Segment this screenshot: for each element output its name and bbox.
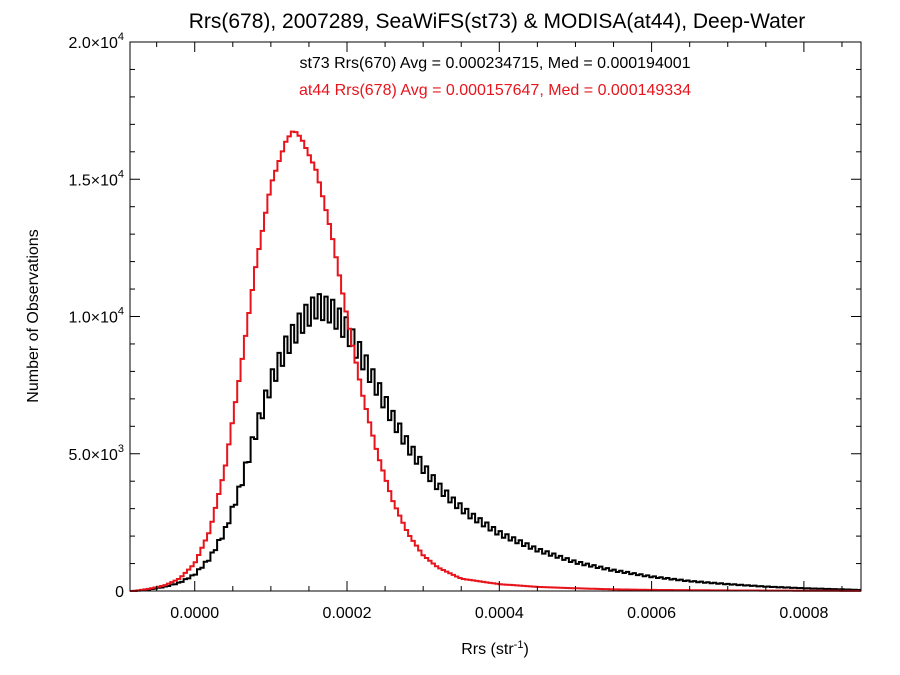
x-axis-label: Rrs (str-1) — [461, 639, 529, 658]
y-tick-label: 1.5×104 — [68, 168, 124, 189]
x-tick-label: 0.0006 — [627, 605, 676, 622]
y-tick-label: 2.0×104 — [68, 31, 124, 52]
annotation-at44: at44 Rrs(678) Avg = 0.000157647, Med = 0… — [299, 82, 691, 99]
plot-frame — [129, 41, 862, 592]
chart-title: Rrs(678), 2007289, SeaWiFS(st73) & MODIS… — [189, 10, 806, 33]
y-axis-label: Number of Observations — [25, 229, 42, 402]
y-tick-label: 0 — [115, 584, 124, 601]
series-line-0 — [130, 293, 862, 592]
x-tick-label: 0.0004 — [475, 605, 524, 622]
y-tick-label: 5.0×103 — [68, 443, 124, 464]
y-tick-label: 1.0×104 — [68, 306, 124, 327]
x-tick-label: 0.0000 — [170, 605, 219, 622]
series-layer — [130, 130, 862, 592]
ticks-layer: 0.0000 0.0002 0.0004 0.0006 0.0008 0 5.0×103 1.… — [68, 31, 861, 622]
x-tick-label: 0.0002 — [323, 605, 372, 622]
x-tick-label: 0.0008 — [779, 605, 828, 622]
annotation-st73: st73 Rrs(670) Avg = 0.000234715, Med = 0… — [299, 55, 690, 72]
series-line-1 — [130, 130, 861, 592]
